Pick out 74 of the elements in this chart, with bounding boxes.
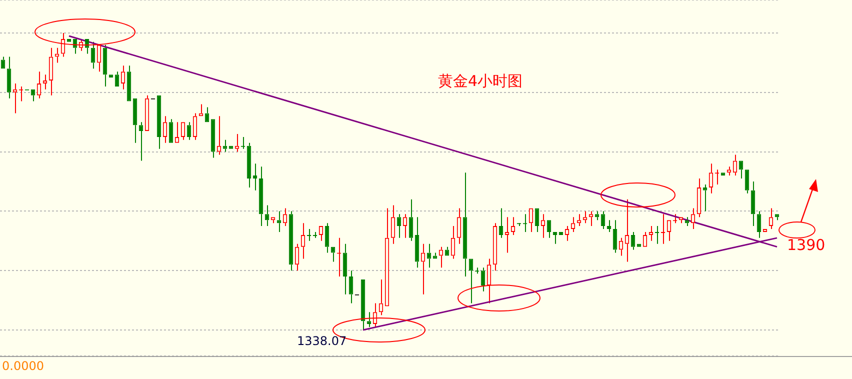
candlestick — [396, 214, 402, 238]
candlestick — [132, 98, 138, 144]
candlestick — [654, 226, 660, 244]
candlestick — [162, 116, 168, 144]
text: 1390 — [787, 236, 826, 254]
candlestick — [192, 112, 198, 140]
candlestick — [384, 208, 390, 306]
candlestick — [180, 122, 186, 140]
candlestick — [330, 246, 336, 262]
candlestick — [570, 216, 576, 232]
text: 黄金4小时图 — [438, 72, 523, 90]
candlestick — [282, 208, 288, 227]
candlestick — [324, 222, 330, 254]
candlestick — [540, 214, 546, 238]
candlestick — [390, 204, 396, 244]
candlestick — [138, 122, 144, 162]
candlestick — [144, 94, 150, 132]
candlestick — [48, 47, 54, 96]
candlestick — [288, 210, 294, 272]
candlestick — [546, 220, 552, 238]
candlestick — [666, 220, 672, 242]
candlestick — [342, 243, 348, 295]
candlestick — [528, 208, 534, 232]
candlestick — [462, 172, 468, 278]
candlestick — [438, 246, 444, 268]
candlestick — [408, 198, 414, 242]
candlestick — [444, 246, 450, 256]
candlestick — [750, 181, 756, 227]
candlestick — [114, 71, 120, 86]
candlestick — [738, 160, 744, 180]
candlestick — [450, 226, 456, 260]
candlestick — [534, 208, 540, 232]
candlestick — [492, 222, 498, 272]
candlestick — [732, 154, 738, 176]
candlestick — [456, 208, 462, 244]
candlestick — [630, 231, 636, 250]
candlestick — [642, 231, 648, 247]
candlestick — [756, 210, 762, 238]
candlestick — [186, 122, 192, 140]
candlestick — [300, 222, 306, 260]
candlestick — [174, 122, 180, 143]
candlestick — [612, 220, 618, 254]
candlestick — [402, 214, 408, 238]
candlestick — [618, 237, 624, 256]
candlestick — [318, 226, 324, 242]
candlestick — [486, 258, 492, 304]
candlestick — [744, 170, 750, 194]
candlestick — [696, 178, 702, 218]
candlestick — [306, 228, 312, 242]
candlestick — [168, 118, 174, 143]
candlestick — [264, 204, 270, 227]
candlestick — [348, 270, 354, 304]
candlestick — [204, 106, 210, 122]
candlestick — [210, 119, 216, 158]
candlestick — [600, 210, 606, 230]
candlestick — [498, 208, 504, 238]
candlestick — [768, 208, 774, 230]
candlestick — [468, 258, 474, 304]
candlestick — [6, 56, 12, 99]
text: 0.0000 — [2, 359, 44, 373]
candlestick — [414, 216, 420, 268]
candlestick — [690, 208, 696, 230]
candlestick — [660, 214, 666, 244]
candlestick — [216, 116, 222, 156]
candlestick — [126, 65, 132, 102]
candlestick — [30, 89, 36, 102]
text: 1338.07 — [297, 334, 347, 348]
candlestick — [624, 198, 630, 262]
candlestick — [36, 71, 42, 99]
candlestick — [708, 163, 714, 194]
candlestick — [246, 142, 252, 188]
candlestick — [102, 44, 108, 87]
candlestick — [120, 65, 126, 90]
candlestick — [258, 166, 264, 227]
